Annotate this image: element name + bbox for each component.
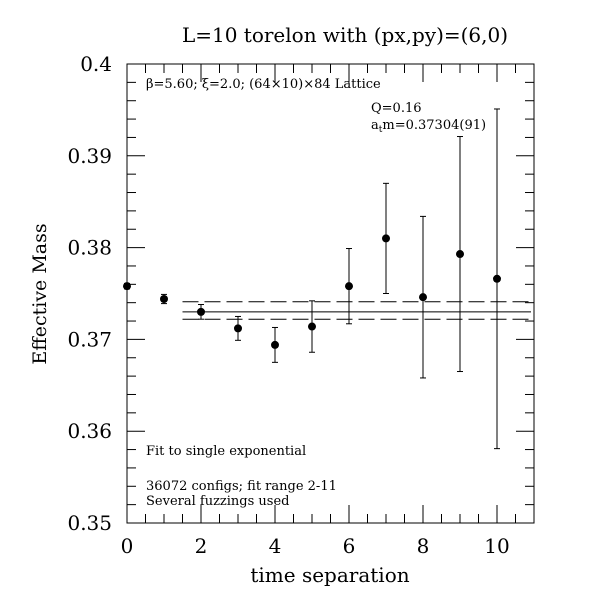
mass-annotation-prefix: a	[371, 118, 379, 133]
y-tick-label: 0.4	[80, 52, 112, 76]
tick-labels: 0 2 4 6 8 10 0.35 0.36 0.37 0.38 0.39 0.4	[67, 52, 509, 558]
y-tick-label: 0.36	[67, 419, 112, 443]
y-axis-label: Effective Mass	[29, 223, 51, 364]
y-tick-label: 0.35	[67, 511, 112, 535]
data-point	[234, 324, 242, 333]
data-point	[345, 282, 353, 291]
lattice-annotation: β=5.60; ξ=2.0; (64×10)×84 Lattice	[146, 77, 381, 92]
data-point	[382, 234, 390, 243]
data-point	[308, 322, 316, 331]
axis-ticks	[126, 63, 535, 524]
mass-annotation-sub: t	[379, 125, 383, 135]
fit-type-annotation: Fit to single exponential	[146, 444, 306, 459]
y-tick-label: 0.38	[67, 236, 112, 260]
y-tick-label: 0.37	[67, 327, 112, 351]
data-point	[197, 307, 205, 316]
x-tick-label: 0	[121, 534, 134, 558]
fuzzings-annotation: Several fuzzings used	[146, 494, 290, 509]
x-tick-label: 2	[195, 534, 208, 558]
fit-band	[182, 301, 531, 320]
mass-annotation-rest: m=0.37304(91)	[382, 118, 486, 133]
mass-annotation: atm=0.37304(91)	[371, 118, 486, 135]
data-point	[456, 250, 464, 259]
data-point	[493, 274, 501, 283]
data-point	[123, 282, 131, 291]
data-point	[271, 340, 279, 349]
q-annotation: Q=0.16	[371, 101, 422, 116]
data-point	[419, 293, 427, 302]
data-points	[123, 108, 501, 450]
x-tick-label: 8	[417, 534, 430, 558]
x-tick-label: 10	[484, 534, 509, 558]
y-tick-label: 0.39	[67, 144, 112, 168]
x-tick-label: 6	[343, 534, 356, 558]
data-point	[160, 295, 168, 304]
x-tick-label: 4	[269, 534, 282, 558]
x-axis-label: time separation	[250, 563, 409, 587]
configs-annotation: 36072 configs; fit range 2-11	[146, 479, 337, 494]
chart-title: L=10 torelon with (px,py)=(6,0)	[182, 23, 508, 47]
